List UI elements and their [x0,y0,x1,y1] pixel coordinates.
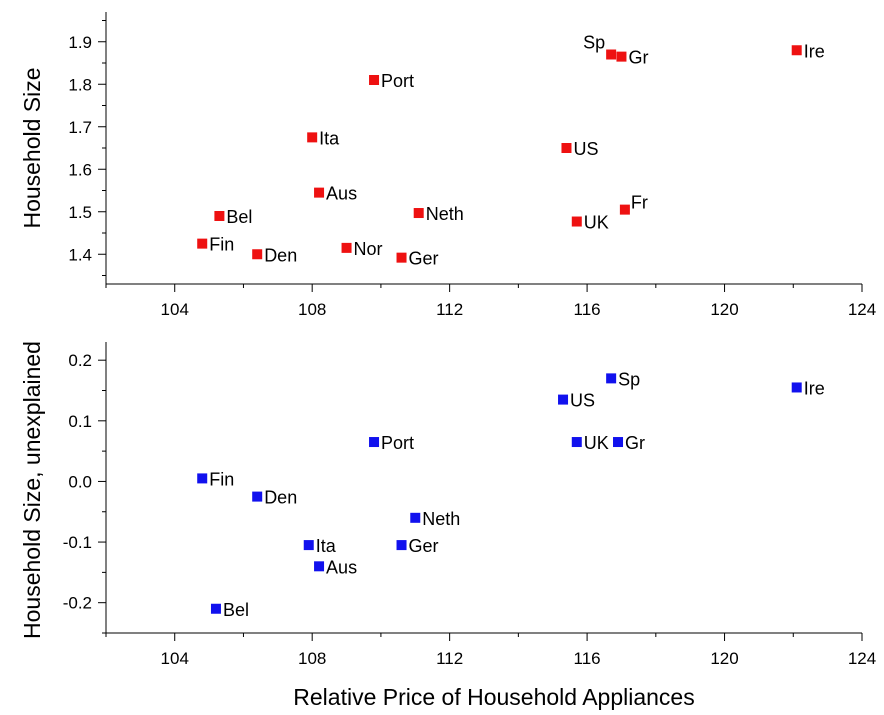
data-point-marker [410,512,421,523]
y-axis-title: Household Size, unexplained [19,341,45,639]
data-point-label: Fr [631,193,648,213]
data-point-marker [197,473,208,484]
data-point-marker [616,51,627,62]
x-tick-label: 112 [436,649,463,668]
data-point-marker [369,75,380,85]
y-tick-label: 0.0 [68,472,92,491]
data-point-marker [613,437,624,448]
y-tick-label: 1.7 [68,118,92,137]
data-point-label: Gr [625,433,645,453]
data-point-marker [314,187,325,198]
data-point-label: Aus [326,184,357,204]
x-axis-title: Relative Price of Household Appliances [293,684,694,710]
y-tick-label: 1.6 [68,160,92,179]
data-point-label: Port [381,71,414,91]
data-point-label: Ire [804,41,825,61]
data-point-marker [791,45,802,56]
data-point-label: Nor [354,239,383,259]
data-point-marker [197,238,208,249]
x-tick-label: 104 [161,300,189,319]
data-point-marker [606,373,617,384]
data-point-label: Aus [326,557,357,577]
data-point-marker [252,491,263,502]
data-point-label: Sp [618,369,640,389]
data-point-label: Gr [628,48,648,68]
x-tick-label: 116 [574,649,601,668]
x-tick-label: 104 [161,649,189,668]
x-tick-label: 116 [574,300,601,319]
y-tick-label: 1.8 [68,75,92,94]
data-point-label: Port [381,433,414,453]
data-point-marker [619,204,630,215]
x-tick-label: 120 [710,649,738,668]
y-tick-label: 1.9 [68,33,92,52]
y-tick-label: 0.2 [68,351,92,370]
y-tick-label: -0.2 [63,594,92,613]
data-point-marker [571,216,582,227]
x-tick-label: 120 [710,300,738,319]
x-tick-label: 108 [298,649,326,668]
y-tick-label: 1.5 [68,203,92,222]
bottom-scatter-panel: 104 108 112 116 120 124 -0.2 -0.1 0.0 0.1 0.2 House… [19,341,876,710]
data-point-marker [214,211,225,221]
data-point-marker [314,561,325,572]
data-point-label: Ger [409,536,439,556]
y-tick-label: 1.4 [68,245,92,264]
data-point-marker [561,143,572,153]
data-point-label: Ger [409,249,439,269]
data-point-label: Neth [422,509,460,529]
data-point-marker [558,394,569,405]
data-point-marker [571,437,582,448]
data-point-marker [396,540,407,551]
data-point-marker [303,540,314,551]
data-point-label: Fin [209,469,234,489]
top-scatter-panel: 104 108 112 116 120 124 1.4 1.5 1.6 1.7 1.8 1.9 Hous… [19,12,876,319]
data-point-label: UK [584,433,609,453]
data-point-marker [252,249,263,260]
x-tick-label: 124 [848,300,876,319]
data-point-marker [210,603,221,614]
data-point-marker [341,242,352,253]
data-point-label: Den [264,488,297,508]
data-point-label: Bel [226,207,252,227]
data-point-label: Neth [426,204,464,224]
data-point-label: Ire [804,378,825,398]
data-point-label: Fin [209,235,234,255]
data-point-label: UK [584,213,609,233]
data-point-marker [396,252,407,263]
x-tick-label: 124 [848,649,876,668]
data-point-label: Sp [583,33,605,53]
data-point-marker [413,208,424,219]
data-point-marker [369,437,380,448]
data-point-label: Den [264,245,297,265]
data-point-label: US [573,139,598,159]
data-point-label: US [570,391,595,411]
x-tick-label: 108 [298,300,326,319]
x-tick-label: 112 [436,300,463,319]
data-point-label: Ita [319,128,340,148]
data-point-label: Ita [316,536,337,556]
data-point-marker [606,49,617,60]
data-point-marker [307,132,318,143]
y-axis-title: Household Size [19,67,45,228]
data-point-marker [791,382,802,393]
y-tick-label: 0.1 [68,412,92,431]
y-tick-label: -0.1 [63,533,92,552]
data-point-label: Bel [223,600,249,620]
